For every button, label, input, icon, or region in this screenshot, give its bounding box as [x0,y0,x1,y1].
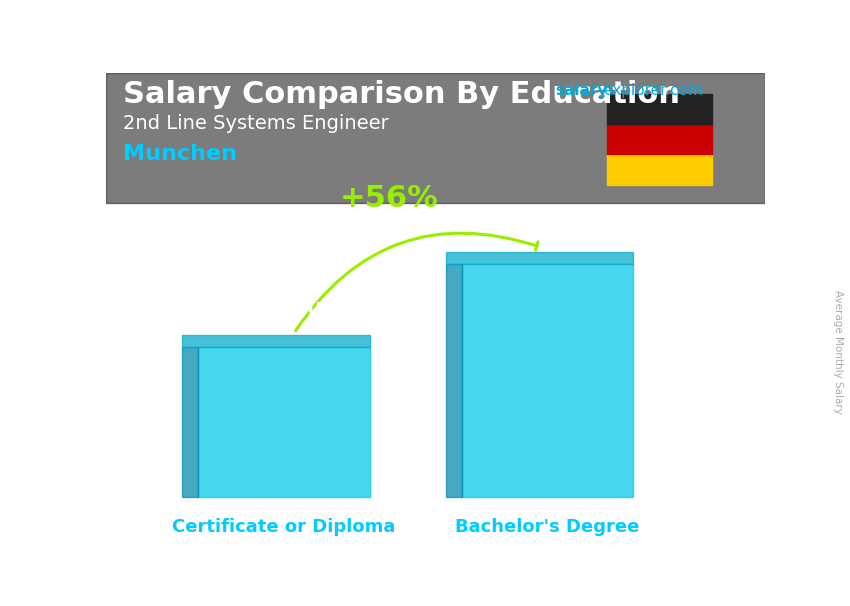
Text: 2nd Line Systems Engineer: 2nd Line Systems Engineer [123,115,389,133]
Text: Certificate or Diploma: Certificate or Diploma [173,518,396,536]
Text: Bachelor's Degree: Bachelor's Degree [456,518,640,536]
Text: Average Monthly Salary: Average Monthly Salary [833,290,843,413]
Text: 3,220 EUR: 3,220 EUR [232,301,336,319]
Bar [445,264,462,498]
Bar [106,73,765,204]
Bar [182,347,199,498]
Text: Salary Comparison By Education: Salary Comparison By Education [123,81,680,110]
Bar [607,124,712,155]
Polygon shape [445,252,633,264]
Text: 5,010 EUR: 5,010 EUR [496,218,599,236]
Text: explorer.com: explorer.com [604,84,703,99]
Text: salary: salary [556,84,608,99]
Text: +56%: +56% [340,184,439,213]
Bar [607,94,712,124]
Polygon shape [182,336,370,347]
Bar [462,264,633,498]
Bar [199,347,370,498]
Bar [607,155,712,185]
Text: Munchen: Munchen [123,144,237,164]
